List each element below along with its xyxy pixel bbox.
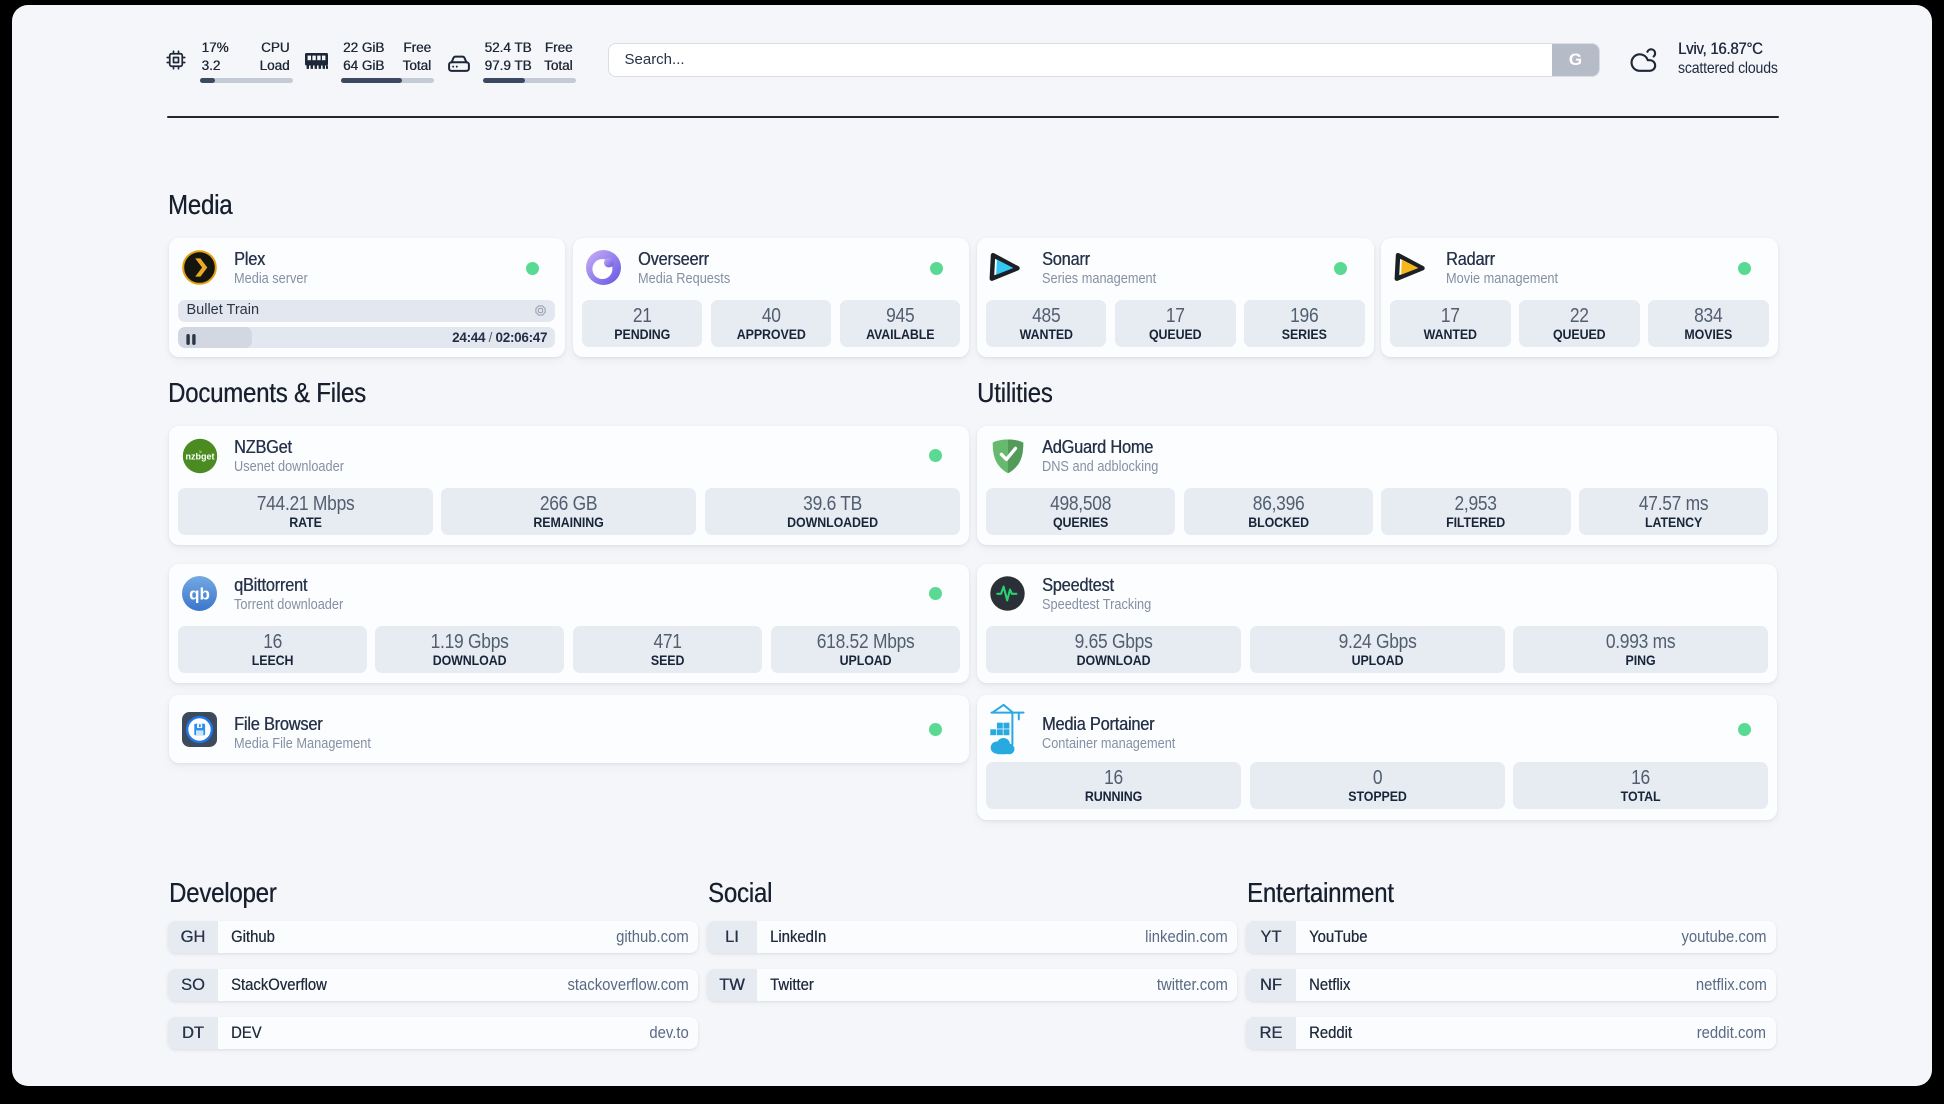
svg-text:qb: qb (189, 584, 210, 603)
svg-text:nzbget: nzbget (185, 451, 214, 461)
